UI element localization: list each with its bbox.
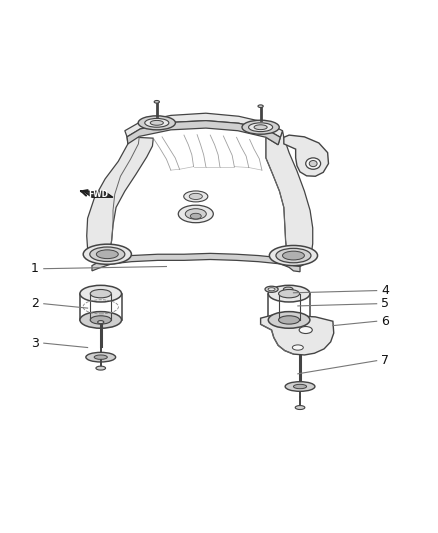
Ellipse shape (268, 285, 310, 302)
Ellipse shape (138, 116, 175, 130)
Ellipse shape (150, 120, 163, 125)
Ellipse shape (299, 327, 312, 334)
Ellipse shape (242, 120, 279, 134)
Polygon shape (284, 135, 328, 176)
Text: 2: 2 (31, 297, 39, 310)
Ellipse shape (276, 248, 311, 263)
Ellipse shape (269, 246, 318, 265)
Ellipse shape (184, 191, 208, 202)
Ellipse shape (279, 316, 300, 324)
Text: 1: 1 (31, 262, 39, 275)
Ellipse shape (293, 345, 304, 350)
Ellipse shape (190, 213, 201, 219)
Ellipse shape (185, 209, 206, 219)
Polygon shape (127, 120, 280, 145)
Ellipse shape (154, 101, 159, 103)
Ellipse shape (96, 366, 106, 370)
Ellipse shape (254, 125, 267, 130)
Polygon shape (266, 131, 313, 266)
Polygon shape (92, 253, 300, 272)
Ellipse shape (94, 355, 107, 359)
Ellipse shape (90, 289, 111, 298)
Text: 4: 4 (381, 284, 389, 297)
Ellipse shape (285, 382, 315, 391)
Ellipse shape (309, 160, 317, 167)
Ellipse shape (80, 285, 122, 302)
Ellipse shape (268, 288, 275, 291)
Ellipse shape (268, 312, 310, 328)
Ellipse shape (265, 286, 278, 292)
Ellipse shape (283, 251, 304, 260)
Ellipse shape (80, 312, 122, 328)
Text: 6: 6 (381, 315, 389, 328)
Ellipse shape (96, 250, 118, 259)
Ellipse shape (306, 158, 321, 169)
Polygon shape (125, 113, 283, 138)
Text: 5: 5 (381, 297, 389, 310)
Ellipse shape (98, 320, 104, 324)
Ellipse shape (249, 123, 272, 132)
Ellipse shape (90, 247, 125, 262)
Ellipse shape (90, 316, 111, 324)
Ellipse shape (83, 244, 131, 264)
Ellipse shape (86, 352, 116, 362)
Polygon shape (261, 314, 334, 355)
Ellipse shape (178, 205, 213, 223)
Text: 7: 7 (381, 354, 389, 367)
Text: FWD: FWD (88, 190, 108, 199)
Ellipse shape (283, 287, 293, 292)
Ellipse shape (258, 105, 263, 108)
Polygon shape (87, 137, 153, 262)
Ellipse shape (295, 406, 305, 409)
Ellipse shape (189, 193, 202, 199)
Text: 3: 3 (31, 337, 39, 350)
Ellipse shape (145, 118, 169, 127)
Polygon shape (83, 191, 113, 197)
Ellipse shape (279, 289, 300, 298)
Ellipse shape (293, 384, 307, 389)
